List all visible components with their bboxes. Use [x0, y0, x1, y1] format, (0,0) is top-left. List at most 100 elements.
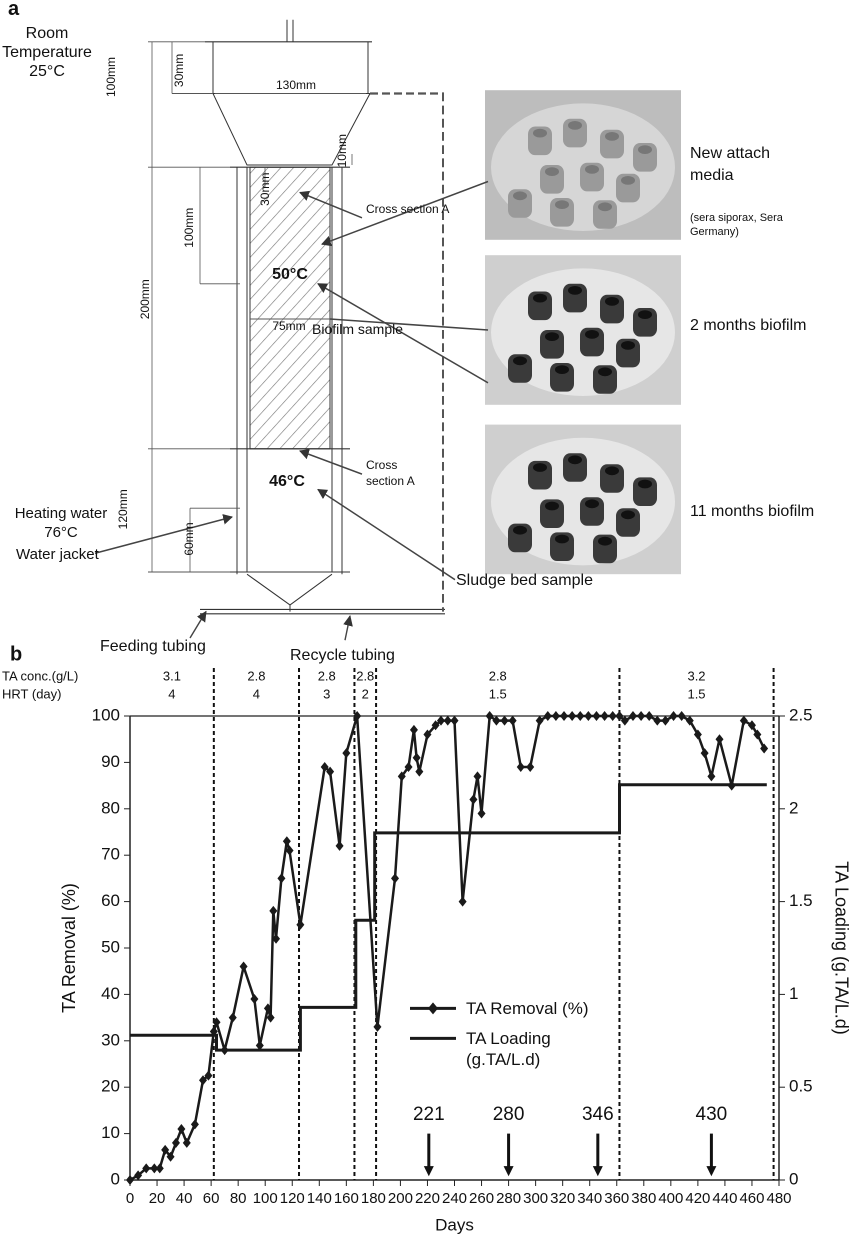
- y2-tick-label: 1: [789, 984, 798, 1003]
- y-tick-label: 0: [111, 1169, 120, 1188]
- data-point: [509, 716, 517, 726]
- y2-tick-label: 2.5: [789, 705, 813, 724]
- room-temperature: Room Temperature 25°C: [2, 24, 92, 81]
- x-tick-label: 180: [361, 1190, 386, 1207]
- phase-hrt: 1.5: [687, 686, 705, 701]
- sample-arrowhead: [424, 1166, 434, 1176]
- media-ring-hole: [533, 129, 547, 138]
- data-point: [501, 716, 509, 726]
- data-point: [601, 711, 609, 721]
- dimension-label: 10mm: [335, 134, 349, 167]
- data-point: [473, 771, 481, 781]
- y-tick-label: 60: [101, 891, 120, 910]
- media-ring-hole: [605, 297, 619, 306]
- media-ring-hole: [555, 535, 569, 544]
- y-tick-label: 50: [101, 937, 120, 956]
- dimension-label: 200mm: [138, 279, 152, 319]
- x-tick-label: 260: [469, 1190, 494, 1207]
- data-point: [592, 711, 600, 721]
- data-point: [552, 711, 560, 721]
- recycle-line: [370, 94, 443, 612]
- data-point: [584, 711, 592, 721]
- data-point: [568, 711, 576, 721]
- zone-temperature: 46°C: [269, 473, 305, 490]
- sample-day-label: 280: [493, 1104, 525, 1125]
- data-point: [707, 771, 715, 781]
- phase-row-label: TA conc.(g/L): [2, 668, 78, 683]
- x-tick-label: 360: [604, 1190, 629, 1207]
- data-point: [629, 711, 637, 721]
- chart: b010203040506070809010000.511.522.502040…: [2, 643, 851, 1234]
- zone-temperature: 50°C: [272, 266, 308, 283]
- figure: b010203040506070809010000.511.522.502040…: [0, 0, 856, 1239]
- x-tick-label: 80: [230, 1190, 247, 1207]
- dimension-label: 75mm: [272, 319, 305, 333]
- dimension-label: 100mm: [182, 208, 196, 248]
- data-point: [576, 711, 584, 721]
- data-point: [413, 753, 421, 763]
- y-tick-label: 80: [101, 798, 120, 817]
- media-ring-hole: [513, 191, 527, 200]
- phase-hrt: 3: [323, 686, 330, 701]
- y-tick-label: 10: [101, 1123, 120, 1142]
- data-point: [478, 808, 486, 818]
- data-point: [645, 711, 653, 721]
- panel-label: b: [10, 643, 22, 665]
- media-ring-hole: [555, 365, 569, 374]
- phase-hrt: 1.5: [489, 686, 507, 701]
- data-point: [517, 762, 525, 772]
- sample-day-label: 221: [413, 1104, 445, 1125]
- media-ring-hole: [545, 332, 559, 341]
- data-point: [661, 716, 669, 726]
- data-point: [277, 873, 285, 883]
- data-point: [536, 716, 544, 726]
- y-tick-label: 30: [101, 1030, 120, 1049]
- x-tick-label: 40: [176, 1190, 193, 1207]
- x-tick-label: 300: [523, 1190, 548, 1207]
- media-ring-hole: [545, 502, 559, 511]
- y2-tick-label: 2: [789, 798, 798, 817]
- data-point: [637, 711, 645, 721]
- x-tick-label: 200: [388, 1190, 413, 1207]
- data-point: [229, 1013, 237, 1023]
- x-tick-label: 420: [685, 1190, 710, 1207]
- x-tick-label: 100: [253, 1190, 278, 1207]
- dimension-label: 30mm: [172, 54, 186, 87]
- data-point: [250, 994, 258, 1004]
- data-point: [459, 897, 467, 907]
- media-ring-hole: [585, 165, 599, 174]
- x-tick-label: 220: [415, 1190, 440, 1207]
- data-point: [415, 767, 423, 777]
- media-ring-hole: [598, 537, 612, 546]
- media-ring-hole: [598, 367, 612, 376]
- biofilm-zone: [250, 167, 330, 449]
- phase-conc: 2.8: [489, 668, 507, 683]
- bottom-cone: [247, 574, 332, 605]
- media-label: New attach media: [690, 143, 780, 187]
- data-point: [342, 748, 350, 758]
- media-ring-hole: [513, 526, 527, 535]
- data-point: [492, 716, 500, 726]
- data-point: [336, 841, 344, 851]
- y-tick-label: 20: [101, 1077, 120, 1096]
- phase-conc: 2.8: [247, 668, 265, 683]
- phase-conc: 3.2: [687, 668, 705, 683]
- y-axis-label: TA Removal (%): [59, 883, 79, 1013]
- media-ring-hole: [598, 202, 612, 211]
- phase-conc: 2.8: [356, 668, 374, 683]
- x-tick-label: 380: [631, 1190, 656, 1207]
- cross-section-label: Cross section A: [366, 457, 426, 489]
- data-point: [486, 711, 494, 721]
- y-tick-label: 90: [101, 752, 120, 771]
- series-line: [130, 785, 767, 1050]
- x-tick-label: 20: [149, 1190, 166, 1207]
- data-point: [670, 711, 678, 721]
- media-ring-hole: [513, 356, 527, 365]
- recycle-tubing-label: Recycle tubing: [290, 646, 395, 665]
- x-tick-label: 120: [280, 1190, 305, 1207]
- media-ring-hole: [533, 463, 547, 472]
- media-label: 11 months biofilm: [690, 502, 814, 521]
- x-tick-label: 480: [766, 1190, 791, 1207]
- media-ring-hole: [621, 176, 635, 185]
- data-point: [156, 1163, 164, 1173]
